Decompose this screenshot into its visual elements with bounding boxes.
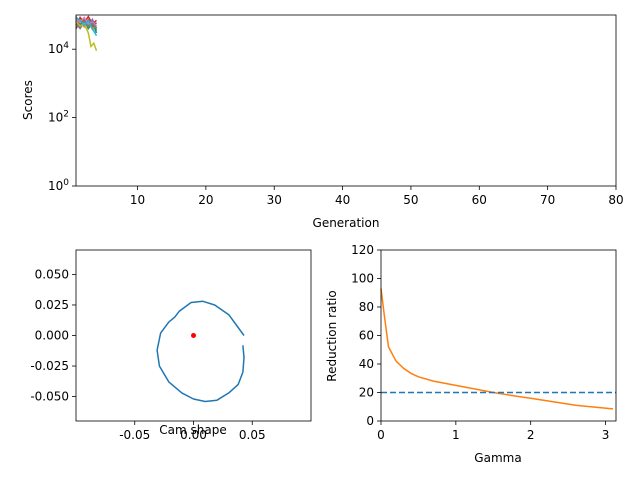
reduction-plot-area xyxy=(380,288,616,410)
ratio-y-tick-label: 100 xyxy=(351,272,374,286)
score-series-10 xyxy=(75,16,98,36)
x-tick-label-40: 40 xyxy=(335,193,350,207)
cam-plot-area xyxy=(156,300,245,403)
ratio-y-tick-label: 20 xyxy=(359,386,374,400)
cam-profile-curve xyxy=(156,300,245,403)
ratio-y-tick-label: 80 xyxy=(359,300,374,314)
cam-y-tick-label: -0.025 xyxy=(30,359,69,373)
reduction-ratio-chart: 0 1 2 3 0 20 40 60 80 100 120 Gamma Reduction rati… xyxy=(325,243,617,465)
reduction-ticks: 0 1 2 3 0 20 40 60 80 100 120 xyxy=(351,243,609,442)
y-tick-label-100: 102 xyxy=(48,110,69,125)
cam-shape-chart: -0.05 0.00 0.05 0.050 0.025 0.000 -0.025 -0.050… xyxy=(30,249,312,442)
scores-x-axis-label: Generation xyxy=(313,216,380,230)
y-tick-label-1: 100 xyxy=(48,178,69,193)
ratio-y-tick-label: 120 xyxy=(351,243,374,257)
x-tick-label-50: 50 xyxy=(403,193,418,207)
cam-y-tick-label: 0.025 xyxy=(35,298,69,312)
gamma-x-tick-label: 2 xyxy=(527,428,535,442)
ratio-y-tick-label: 40 xyxy=(359,357,374,371)
scores-axes-frame xyxy=(75,14,617,187)
cam-center-marker xyxy=(191,333,196,338)
reduction-y-axis-label: Reduction ratio xyxy=(325,290,339,381)
score-series-7 xyxy=(75,16,98,27)
cam-x-tick-label: 0.05 xyxy=(239,428,266,442)
cam-y-tick-label: -0.050 xyxy=(30,390,69,404)
scores-y-axis-label: Scores xyxy=(21,80,35,120)
x-tick-label-20: 20 xyxy=(198,193,213,207)
cam-ticks: -0.05 0.00 0.05 0.050 0.025 0.000 -0.025 -0.050 xyxy=(30,267,265,442)
score-series-9 xyxy=(75,20,98,52)
scores-plot-area xyxy=(75,15,98,52)
cam-x-axis-label: Cam shape xyxy=(159,423,226,437)
gamma-x-tick-label: 3 xyxy=(602,428,610,442)
ratio-y-tick-label: 60 xyxy=(359,329,374,343)
x-tick-label-30: 30 xyxy=(267,193,282,207)
cam-x-tick-label: 0.00 xyxy=(180,428,207,442)
reduction-ratio-line xyxy=(380,288,614,410)
cam-y-tick-label: 0.000 xyxy=(35,329,69,343)
cam-x-tick-label: -0.05 xyxy=(119,428,150,442)
scores-ticks: 10 20 30 40 50 60 70 80 100 102 104 xyxy=(48,41,624,207)
x-tick-label-70: 70 xyxy=(540,193,555,207)
reduction-x-axis-label: Gamma xyxy=(474,451,521,465)
y-tick-label-10000: 104 xyxy=(48,41,69,56)
scores-chart: 10 20 30 40 50 60 70 80 100 102 104 Generation Sco… xyxy=(21,14,624,230)
gamma-x-tick-label: 0 xyxy=(377,428,385,442)
cam-y-tick-label: 0.050 xyxy=(35,267,69,281)
score-series-8 xyxy=(75,20,98,30)
x-tick-label-60: 60 xyxy=(472,193,487,207)
ratio-y-tick-label: 0 xyxy=(366,414,374,428)
gamma-x-tick-label: 1 xyxy=(452,428,460,442)
x-tick-label-10: 10 xyxy=(130,193,145,207)
x-tick-label-80: 80 xyxy=(608,193,623,207)
